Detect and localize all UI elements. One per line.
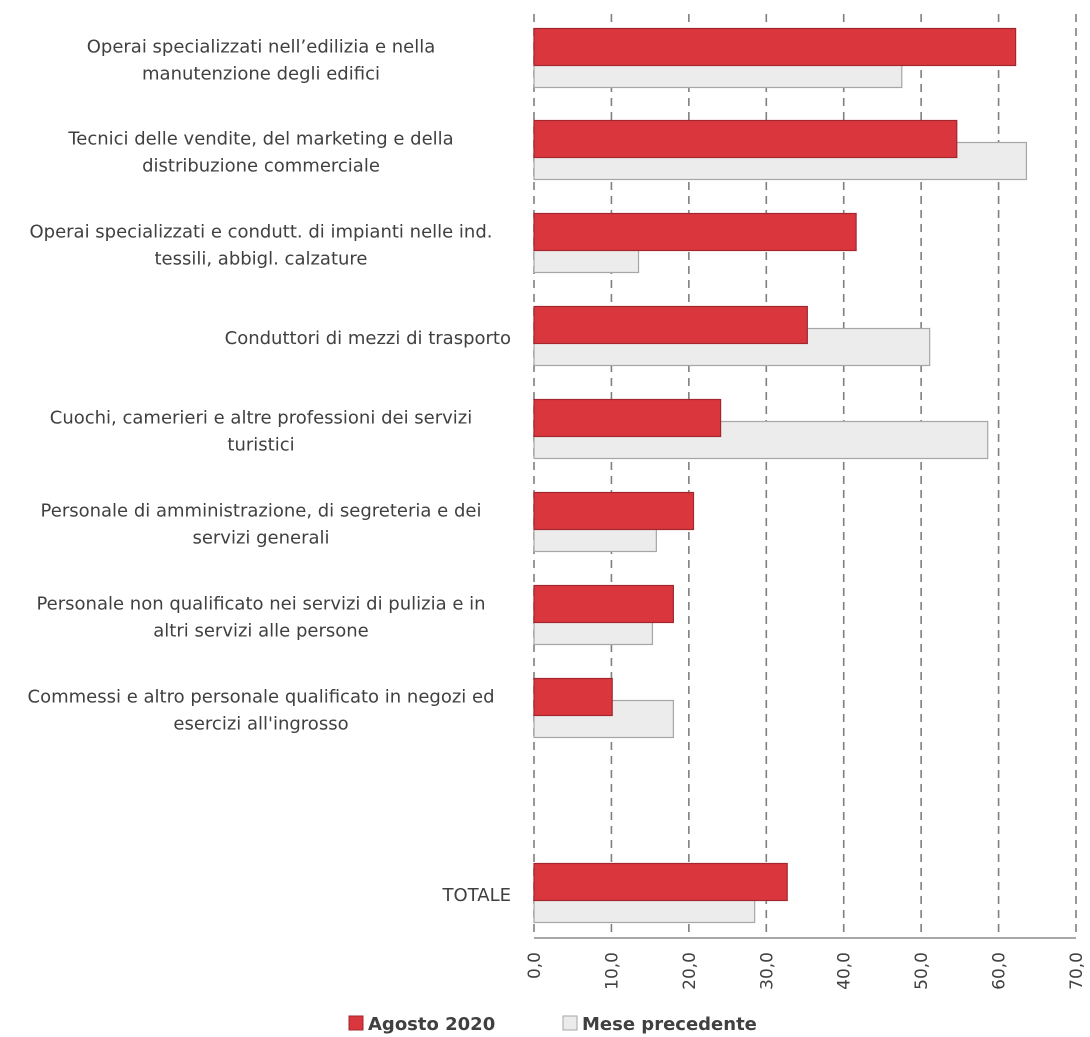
category-label: Conduttori di mezzi di trasporto: [225, 328, 511, 349]
category-label: distribuzione commerciale: [142, 156, 380, 177]
x-tick-label: 20,0: [680, 952, 700, 990]
category-label: TOTALE: [442, 885, 511, 906]
category-label: Cuochi, camerieri e altre professioni de…: [50, 408, 473, 429]
bar-agosto-2020: [533, 677, 613, 717]
x-tick-label: 10,0: [602, 952, 622, 990]
category-label: Operai specializzati e condutt. di impia…: [29, 222, 492, 243]
legend-label: Agosto 2020: [368, 1014, 495, 1035]
category-label: Personale di amministrazione, di segrete…: [41, 501, 482, 522]
category-label: Personale non qualificato nei servizi di…: [36, 594, 485, 615]
category-label: Operai specializzati nell’edilizia e nel…: [87, 37, 436, 58]
bar-agosto-2020: [533, 491, 695, 531]
bar-agosto-2020: [533, 27, 1017, 67]
legend-label: Mese precedente: [582, 1014, 757, 1035]
legend-swatch: [562, 1015, 578, 1031]
bar-agosto-2020: [533, 305, 808, 345]
category-label: Tecnici delle vendite, del marketing e d…: [67, 129, 453, 150]
legend-swatch: [348, 1015, 364, 1031]
category-label: Commessi e altro personale qualificato i…: [28, 687, 495, 708]
bar-agosto-2020: [533, 119, 958, 159]
bar-agosto-2020: [533, 862, 788, 902]
x-tick-label: 70,0: [1067, 952, 1087, 990]
category-label: servizi generali: [192, 528, 329, 549]
category-label: turistici: [227, 435, 294, 456]
category-label: tessili, abbigl. calzature: [154, 249, 367, 270]
x-tick-label: 40,0: [835, 952, 855, 990]
tick-labels: 0,0 10,0 20,0 30,0 40,0 50,0 60,0 70,0: [525, 952, 1087, 990]
bar-agosto-2020: [533, 584, 674, 624]
x-tick-label: 30,0: [757, 952, 777, 990]
category-label: altri servizi alle persone: [153, 621, 369, 642]
category-label: esercizi all'ingrosso: [173, 714, 348, 735]
x-tick-label: 50,0: [912, 952, 932, 990]
legend: Agosto 2020 Mese precedente: [348, 1014, 757, 1035]
x-tick-label: 60,0: [990, 952, 1010, 990]
category-labels: Operai specializzati nell’edilizia e nel…: [28, 37, 512, 907]
bars: [533, 27, 1028, 924]
category-label: manutenzione degli edifici: [142, 64, 380, 85]
bar-agosto-2020: [533, 398, 722, 438]
bar-agosto-2020: [533, 212, 857, 252]
x-tick-label: 0,0: [525, 952, 545, 979]
